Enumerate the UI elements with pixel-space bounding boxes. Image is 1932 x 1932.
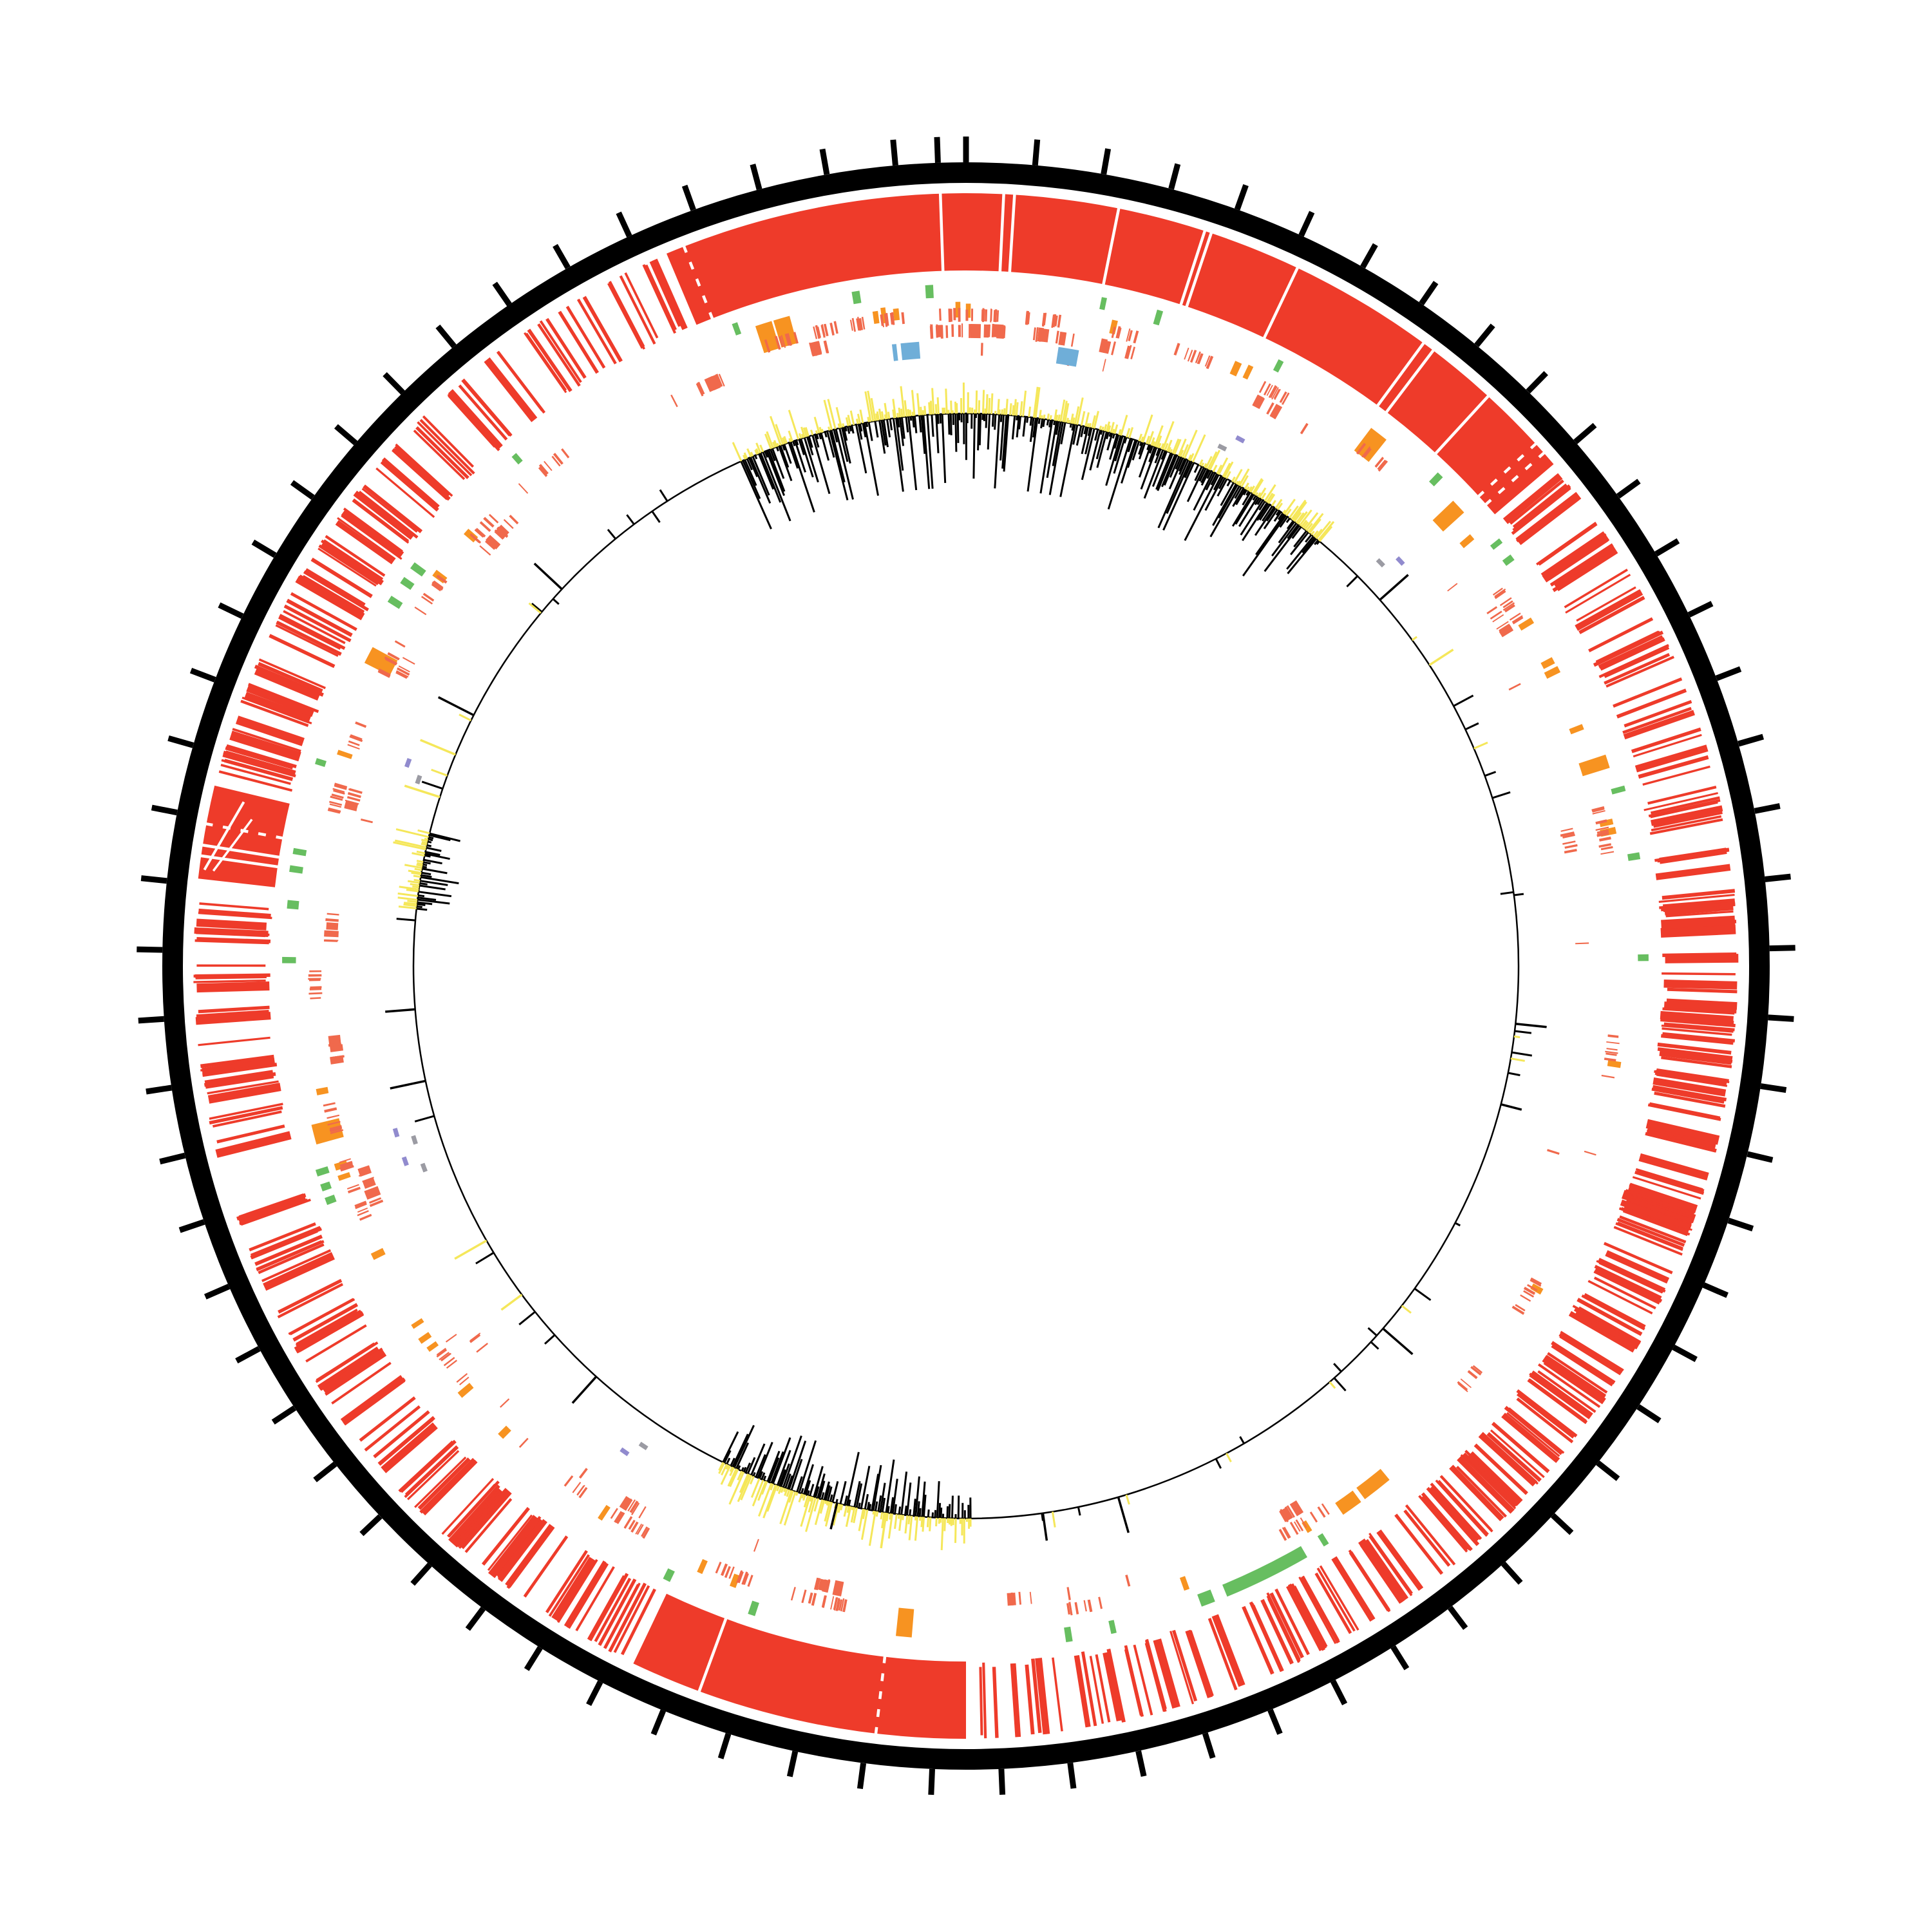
inner-histogram-track (385, 382, 1547, 1551)
outer-scale-ring (137, 137, 1795, 1795)
green-feature-track (282, 285, 1649, 1642)
tomato-feature-track (308, 308, 1620, 1616)
orange-feature-track (311, 301, 1622, 1638)
misc-dash-track (392, 435, 1405, 1457)
blue-feature-track (891, 341, 1079, 367)
red-feature-track (193, 192, 1739, 1739)
